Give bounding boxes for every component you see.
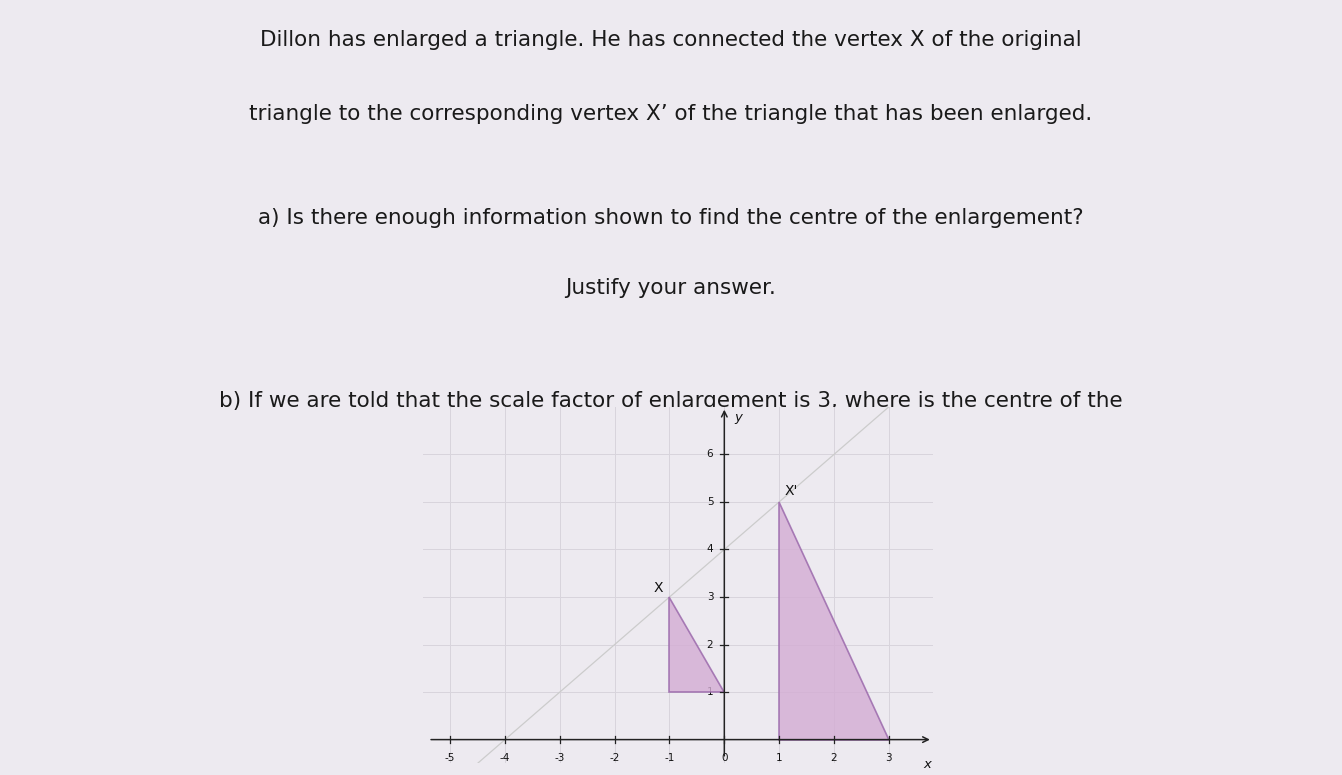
Polygon shape [670, 597, 725, 692]
Text: triangle to the corresponding vertex X’ of the triangle that has been enlarged.: triangle to the corresponding vertex X’ … [250, 104, 1092, 124]
Text: 1: 1 [707, 687, 714, 697]
Text: Dillon has enlarged a triangle. He has connected the vertex X of the original: Dillon has enlarged a triangle. He has c… [260, 30, 1082, 50]
Text: 2: 2 [831, 753, 837, 763]
Text: 2: 2 [707, 639, 714, 649]
Polygon shape [780, 502, 888, 739]
Text: -4: -4 [499, 753, 510, 763]
Text: X': X' [785, 484, 798, 498]
Text: 5: 5 [707, 497, 714, 507]
Text: 3: 3 [707, 592, 714, 602]
Text: -1: -1 [664, 753, 675, 763]
Text: -5: -5 [446, 753, 455, 763]
Text: Justify your answer.: Justify your answer. [565, 277, 777, 298]
Text: -2: -2 [609, 753, 620, 763]
Text: X: X [654, 580, 663, 594]
Text: x: x [923, 758, 931, 770]
Text: 0: 0 [721, 753, 727, 763]
Text: -3: -3 [554, 753, 565, 763]
Text: 1: 1 [776, 753, 782, 763]
Text: enlargement?: enlargement? [596, 443, 746, 463]
Text: y: y [734, 411, 742, 424]
Text: a) Is there enough information shown to find the centre of the enlargement?: a) Is there enough information shown to … [258, 208, 1084, 229]
Text: 4: 4 [707, 545, 714, 554]
Text: 6: 6 [707, 449, 714, 460]
Text: 3: 3 [886, 753, 892, 763]
Text: b) If we are told that the scale factor of enlargement is 3, where is the centre: b) If we are told that the scale factor … [219, 391, 1123, 411]
